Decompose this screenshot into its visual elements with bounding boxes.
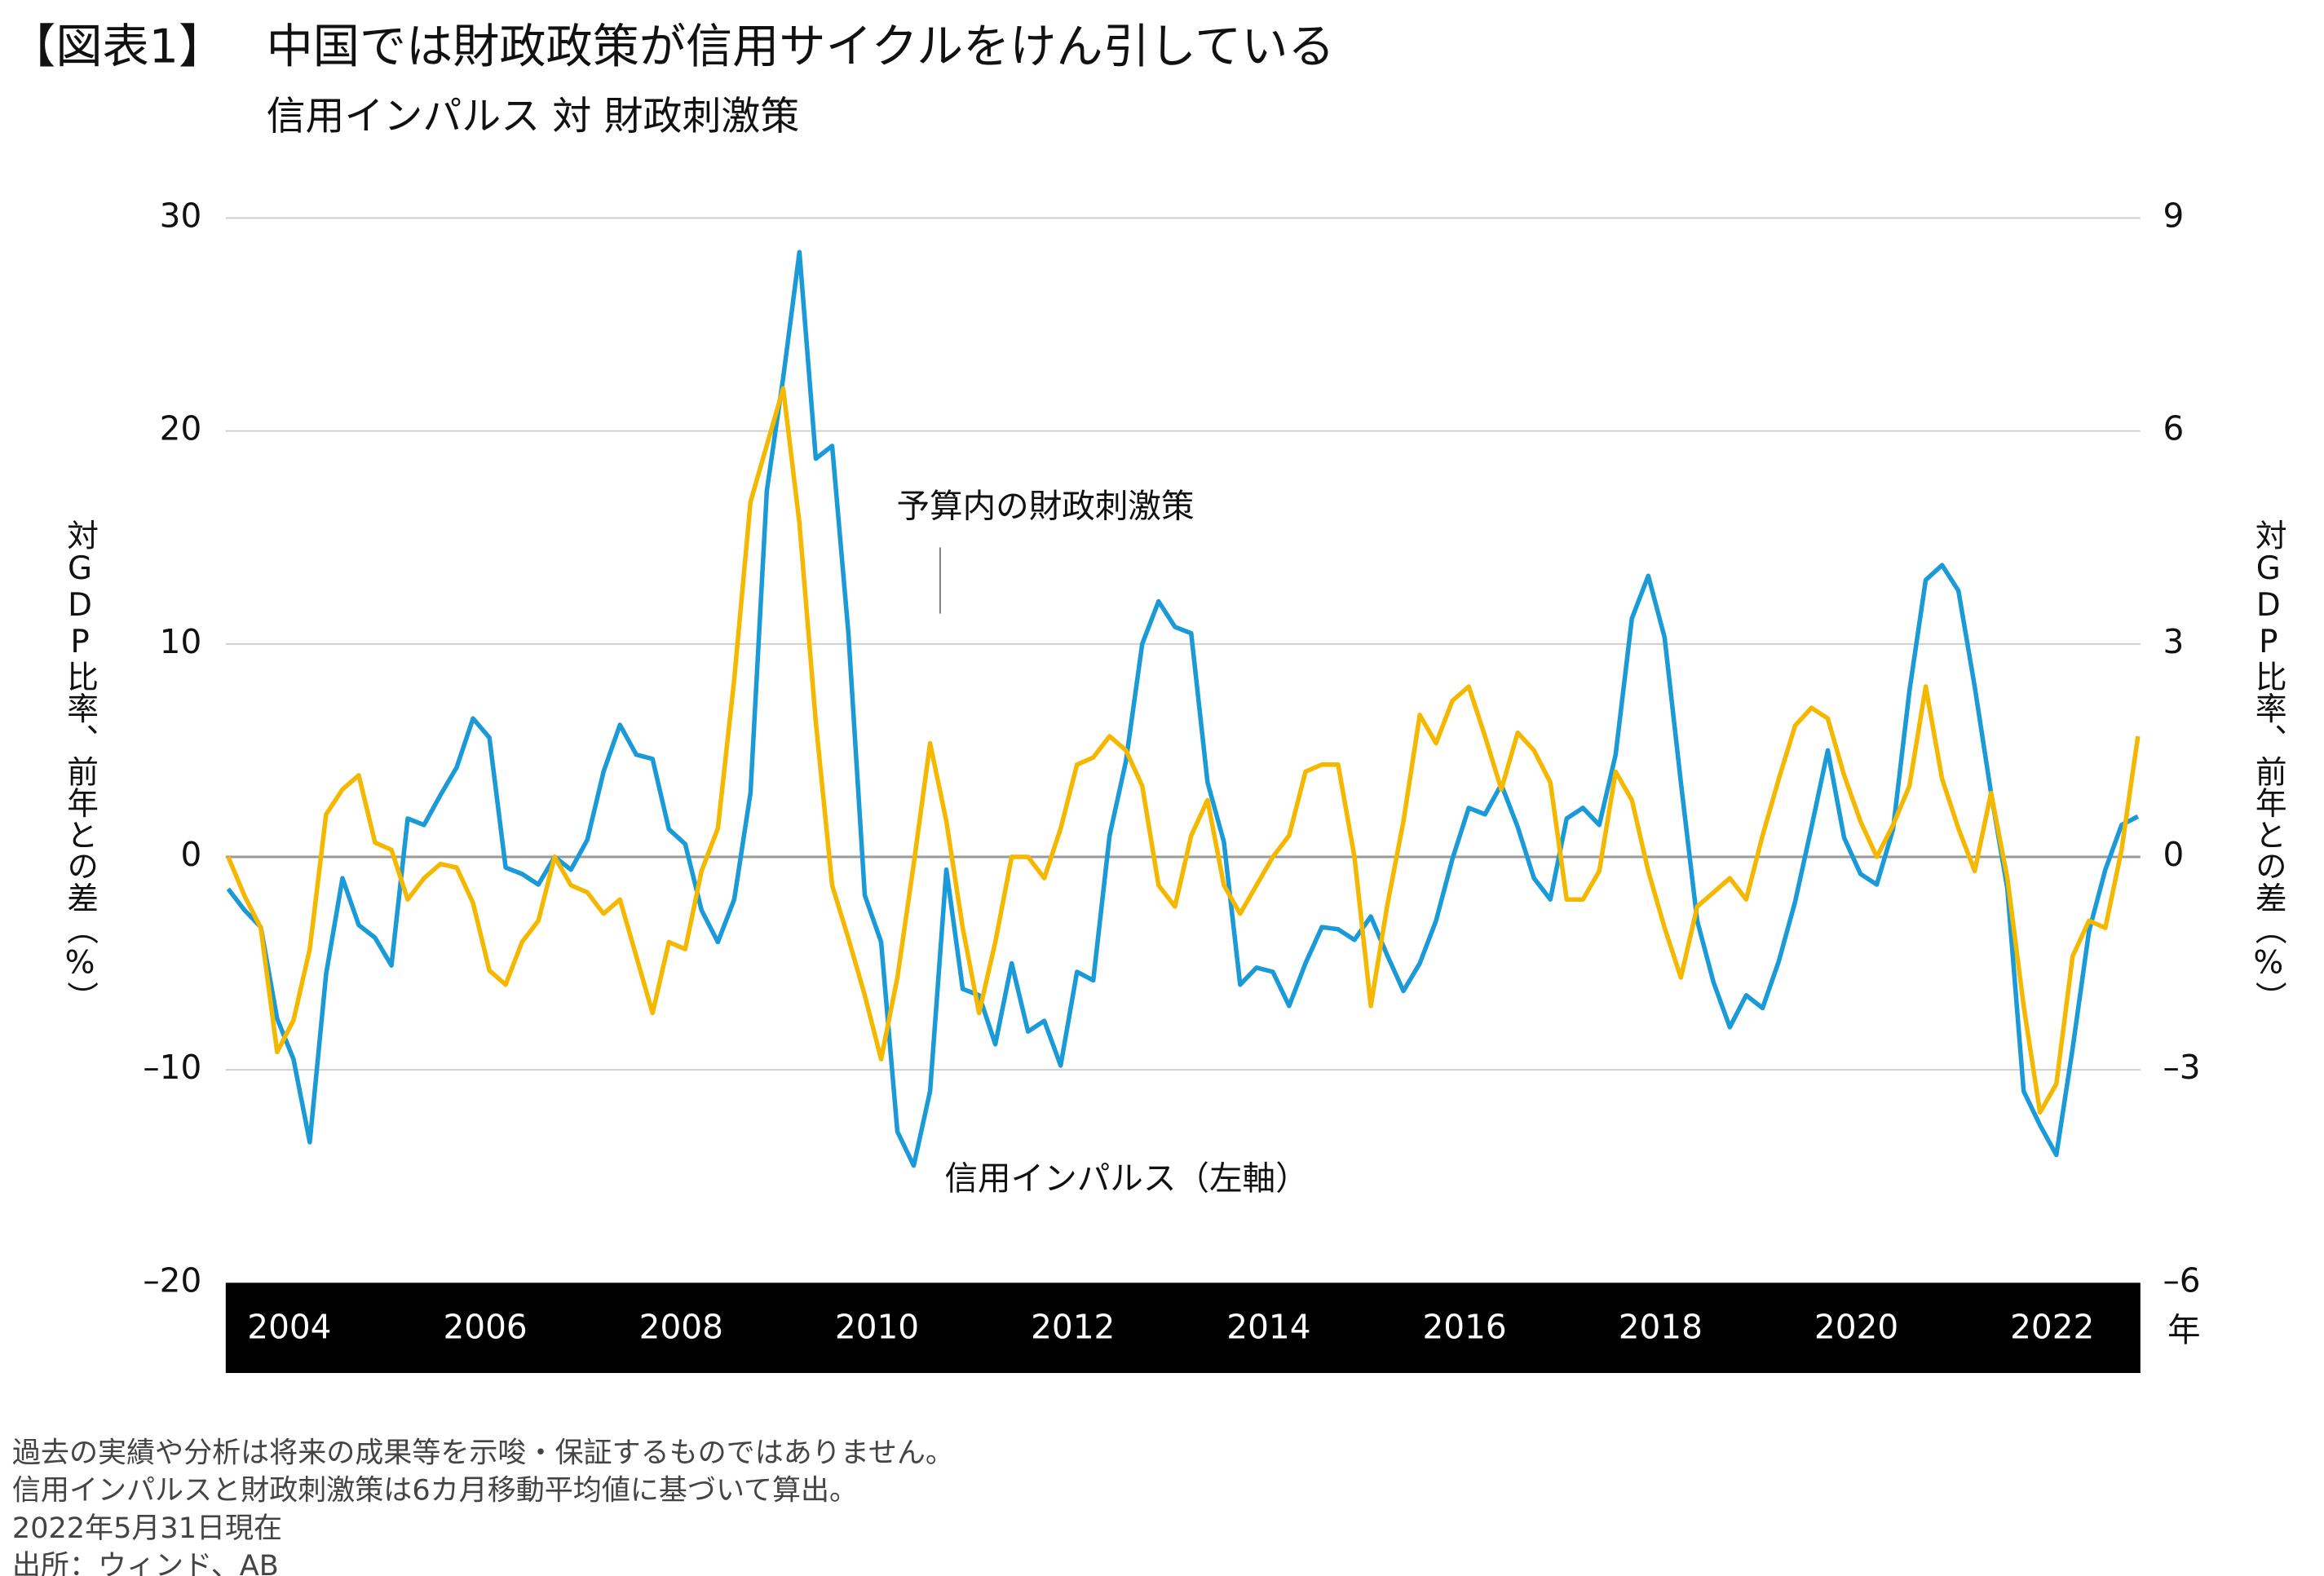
footnote: 信用インパルスと財政刺激策は6カ月移動平均値に基づいて算出。: [12, 1474, 858, 1508]
chart-title: 中国では財政政策が信用サイクルをけん引している: [267, 20, 1335, 73]
y2-tick-label: –6: [2163, 1260, 2200, 1300]
y-axis-label: 対GDP比率、前年との差（%）: [62, 519, 99, 1013]
x-tick-label: 2016: [1423, 1308, 1507, 1347]
x-axis-label: 年: [2167, 1310, 2201, 1349]
y2-tick-label: 0: [2163, 835, 2184, 874]
x-tick-label: 2014: [1226, 1308, 1310, 1347]
x-tick-label: 2004: [247, 1308, 331, 1347]
x-tick-label: 2008: [639, 1308, 723, 1347]
y-tick-label: 10: [160, 622, 202, 661]
series-label: 信用インパルス（左軸）: [944, 1159, 1308, 1198]
x-tick-label: 2012: [1031, 1308, 1115, 1347]
y-tick-label: 0: [180, 835, 201, 874]
y2-tick-label: 6: [2163, 409, 2184, 448]
series-label: 予算内の財政刺激策: [896, 486, 1194, 525]
x-tick-label: 2022: [2010, 1308, 2094, 1347]
series-line: [226, 249, 2140, 1168]
series-line: [226, 386, 2141, 1115]
y2-tick-label: 9: [2163, 196, 2184, 235]
x-tick-label: 2010: [835, 1308, 919, 1347]
y2-tick-label: –3: [2163, 1048, 2200, 1087]
y2-tick-label: 3: [2163, 622, 2184, 661]
x-tick-label: 2020: [1814, 1308, 1898, 1347]
footnote: 過去の実績や分析は将来の成果等を示唆・保証するものではありません。: [12, 1437, 954, 1470]
x-axis-band: [225, 1282, 2141, 1373]
footnote: 出所：ウィンド、AB: [12, 1549, 279, 1576]
figure-label: 【図表1】: [9, 20, 225, 73]
footnote: 2022年5月31日現在: [12, 1512, 282, 1545]
y-tick-label: –20: [143, 1260, 201, 1300]
chart-subtitle: 信用インパルス 対 財政刺激策: [267, 94, 800, 139]
y-tick-label: 30: [160, 196, 202, 235]
x-tick-label: 2006: [443, 1308, 527, 1347]
x-tick-label: 2018: [1619, 1308, 1703, 1347]
y-tick-label: 20: [160, 409, 202, 448]
y2-axis-label: 対GDP比率、前年との差（%）: [2250, 519, 2286, 1013]
y-tick-label: –10: [143, 1048, 201, 1087]
